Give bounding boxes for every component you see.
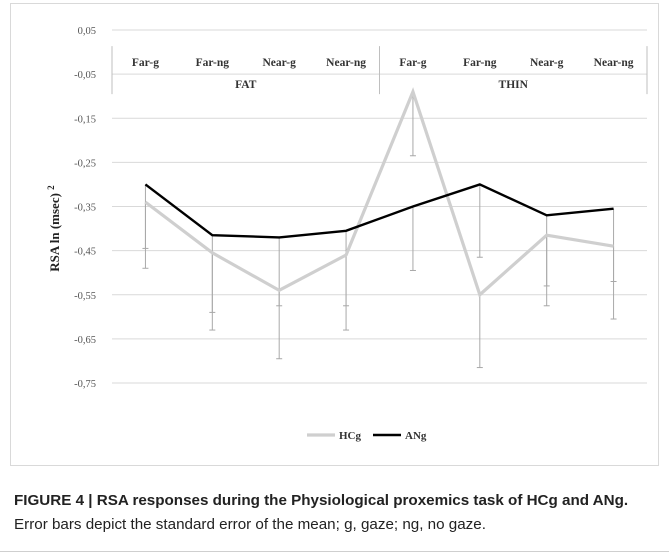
- y-tick-label: -0,15: [74, 114, 96, 125]
- y-axis-label: RSA ln (msec) 2: [46, 185, 62, 272]
- y-tick-label: -0,35: [74, 203, 96, 214]
- line-chart: 0,05 -0,05 -0,15 -0,25 -0,35 -0,45 -0,55 -0,65 -…: [46, 26, 648, 442]
- series-line-ANg: [144, 183, 614, 239]
- caption-text: Error bars depict the standard error of …: [14, 516, 486, 533]
- legend-label: HCg: [339, 430, 362, 442]
- y-axis-label-superscript: 2: [46, 185, 56, 190]
- y-tick-label: -0,25: [74, 158, 96, 169]
- figure-label: FIGURE 4 | RSA responses during the Phys…: [14, 492, 629, 509]
- x-category-label: Near-g: [530, 57, 564, 69]
- x-category-label: Near-ng: [326, 57, 366, 69]
- bottom-divider: [0, 551, 669, 552]
- x-category-label: Near-g: [262, 57, 296, 69]
- y-tick-label: -0,45: [74, 247, 96, 258]
- y-tick-label: -0,55: [74, 291, 96, 302]
- x-category-label: Far-ng: [196, 57, 230, 69]
- y-tick-label: -0,05: [74, 70, 96, 81]
- x-category-label: Far-g: [132, 57, 159, 69]
- y-tick-label: -0,65: [74, 335, 96, 346]
- x-group-label: FAT: [235, 79, 257, 91]
- y-tick-label: 0,05: [78, 26, 96, 37]
- x-category-label: Far-g: [399, 57, 426, 69]
- y-tick-label: -0,75: [74, 379, 96, 390]
- x-category-label: Near-ng: [594, 57, 634, 69]
- x-category-label: Far-ng: [463, 57, 497, 69]
- x-group-label: THIN: [499, 79, 529, 91]
- legend-label: ANg: [405, 430, 427, 442]
- figure-caption: FIGURE 4 | RSA responses during the Phys…: [14, 489, 656, 537]
- chart-frame: 0,05 -0,05 -0,15 -0,25 -0,35 -0,45 -0,55 -0,65 -…: [10, 3, 659, 466]
- series-line-HCg: [144, 87, 614, 298]
